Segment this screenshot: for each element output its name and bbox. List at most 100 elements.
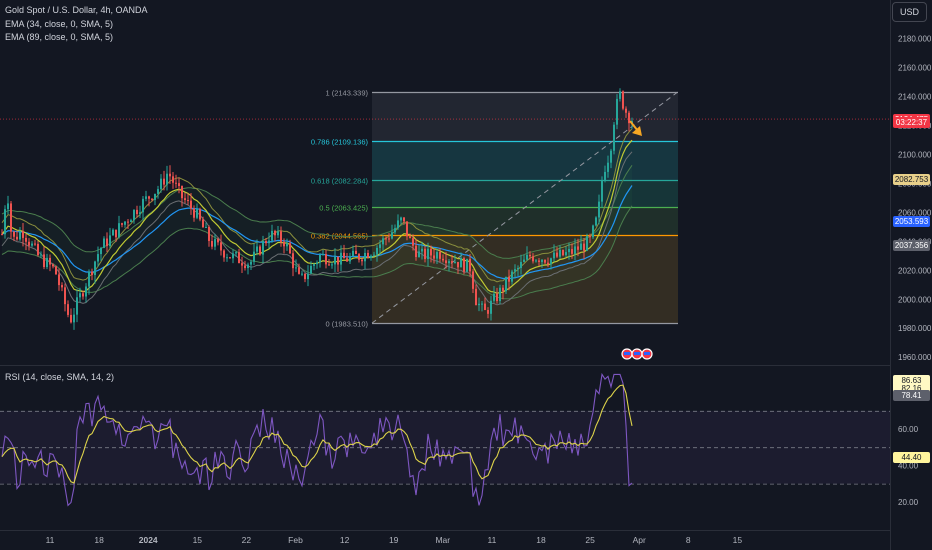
candle-body	[628, 112, 630, 124]
candle-body	[562, 249, 564, 256]
candle-body	[106, 238, 108, 246]
candle-body	[265, 241, 267, 244]
candle-body	[256, 246, 258, 252]
candle-body	[388, 238, 390, 240]
candle-body	[589, 236, 591, 238]
candle-body	[292, 253, 294, 269]
time-tick: 18	[536, 535, 546, 545]
candle-body	[625, 108, 627, 113]
candle-body	[112, 229, 114, 236]
candle-body	[490, 300, 492, 314]
candle-body	[268, 240, 270, 244]
candle-body	[322, 254, 324, 256]
time-tick: Mar	[435, 535, 450, 545]
ema34-legend[interactable]: EMA (34, close, 0, SMA, 5)	[5, 19, 114, 29]
candle-body	[181, 186, 183, 199]
candle-body	[487, 310, 489, 314]
candle-body	[64, 287, 66, 305]
ema89-legend[interactable]: EMA (89, close, 0, SMA, 5)	[5, 32, 114, 42]
time-tick: 15	[193, 535, 203, 545]
candle-body	[259, 246, 261, 255]
candle-body	[217, 239, 219, 243]
price-tick: 2060.000	[898, 208, 932, 217]
candle-body	[91, 271, 93, 276]
candle-body	[241, 263, 243, 266]
candle-body	[397, 220, 399, 229]
time-tick: 12	[340, 535, 350, 545]
candle-body	[601, 180, 603, 202]
candle-body	[262, 241, 264, 255]
candle-body	[151, 198, 153, 200]
candle-body	[193, 208, 195, 218]
fibonacci-retracement[interactable]: 1 (2143.339) 0.786 (2109.136) 0.618 (2082.…	[311, 89, 679, 329]
drawing-tools[interactable]	[0, 118, 890, 136]
candle-body	[427, 248, 429, 260]
rsi-band	[0, 410, 890, 484]
candle-body	[148, 196, 150, 199]
candle-body	[319, 254, 321, 263]
candle-body	[436, 252, 438, 259]
rsi-ma-line	[1, 384, 633, 484]
fib-label: 0 (1983.510)	[325, 320, 368, 329]
candle-body	[232, 253, 234, 259]
candle-body	[313, 264, 315, 266]
price-tick: 2180.000	[898, 35, 932, 44]
candle-body	[529, 254, 531, 257]
candle-body	[346, 258, 348, 262]
candle-body	[571, 249, 573, 254]
candle-body	[7, 203, 9, 210]
candle-body	[19, 231, 21, 240]
candle-body	[493, 293, 495, 301]
price-tick: 1980.000	[898, 324, 932, 333]
time-tick: 22	[242, 535, 252, 545]
rsi-legend[interactable]: RSI (14, close, SMA, 14, 2)	[5, 372, 115, 382]
candle-body	[13, 231, 15, 237]
rsi-tick: 20.00	[898, 498, 919, 507]
symbol-title[interactable]: Gold Spot / U.S. Dollar, 4h, OANDA	[5, 5, 148, 15]
candle-body	[361, 259, 363, 262]
candle-body	[55, 266, 57, 275]
candle-body	[49, 257, 51, 265]
candle-body	[316, 262, 318, 265]
candle-body	[31, 243, 33, 246]
candle-body	[166, 173, 168, 185]
candle-body	[88, 271, 90, 287]
candle-body	[103, 238, 105, 248]
candle-body	[1, 234, 3, 236]
candle-body	[304, 273, 306, 280]
candle-body	[160, 178, 162, 190]
candle-body	[277, 231, 279, 236]
rsi-line	[1, 372, 633, 507]
ema89-line	[1, 185, 633, 280]
rsi-tag: 86.63	[893, 375, 930, 387]
flag-stripe-icon	[644, 352, 650, 355]
candle-body	[394, 228, 396, 233]
fib-zone	[372, 141, 678, 181]
candle-body	[376, 247, 378, 255]
candle-body	[370, 255, 372, 258]
candle-body	[190, 200, 192, 209]
economic-events[interactable]	[621, 348, 653, 360]
candle-body	[616, 98, 618, 125]
candle-body	[481, 303, 483, 305]
candle-body	[100, 247, 102, 255]
candle-body	[247, 264, 249, 269]
time-tick: 19	[389, 535, 399, 545]
candle-body	[172, 176, 174, 183]
candle-body	[547, 262, 549, 265]
candle-body	[199, 209, 201, 220]
fib-zone	[372, 207, 678, 235]
ema89-band	[2, 165, 632, 299]
candle-body	[382, 238, 384, 245]
candle-body	[226, 257, 228, 259]
candle-body	[508, 276, 510, 282]
candle-body	[16, 236, 18, 240]
candle-body	[607, 162, 609, 172]
candle-body	[511, 271, 513, 282]
candle-body	[142, 198, 144, 213]
price-tick: 2020.000	[898, 266, 932, 275]
candle-body	[136, 209, 138, 215]
currency-button[interactable]: USD	[892, 2, 927, 22]
candle-body	[25, 237, 27, 242]
